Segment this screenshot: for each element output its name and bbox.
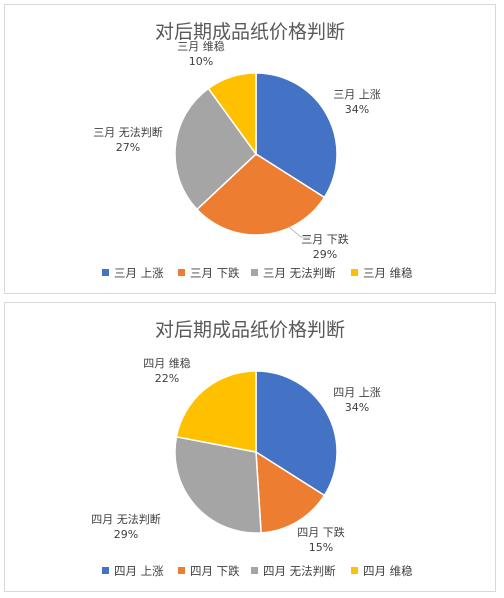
data-label-category: 四月 上涨 xyxy=(333,386,381,399)
legend-swatch xyxy=(351,567,358,574)
pie-chart-april: 对后期成品纸价格判断 四月 上涨 34% 四月 下跌 15% 四月 无法判断 29% 四月 … xyxy=(4,302,496,592)
legend-swatch xyxy=(102,567,109,574)
data-label-value: 22% xyxy=(155,372,179,385)
data-label-value: 29% xyxy=(313,248,337,261)
legend-swatch xyxy=(102,269,109,276)
data-label-value: 10% xyxy=(189,55,213,68)
legend-item-label: 四月 维稳 xyxy=(363,564,413,578)
legend-swatch xyxy=(178,269,185,276)
data-label-value: 27% xyxy=(116,141,140,154)
legend-item-label: 三月 无法判断 xyxy=(263,266,336,280)
data-label-value: 15% xyxy=(309,541,333,554)
legend: 三月 上涨 三月 下跌 三月 无法判断 三月 维稳 xyxy=(102,266,413,280)
legend-item-label: 四月 下跌 xyxy=(190,564,240,578)
chart-title: 对后期成品纸价格判断 xyxy=(155,319,345,341)
slice-down xyxy=(195,153,326,236)
leader-line xyxy=(288,226,311,238)
chart-title: 对后期成品纸价格判断 xyxy=(155,21,345,43)
legend-swatch xyxy=(251,567,258,574)
data-label-value: 29% xyxy=(114,528,138,541)
legend-swatch xyxy=(178,567,185,574)
legend-swatch xyxy=(251,269,258,276)
pie-chart-svg: 对后期成品纸价格判断 三月 上涨 34% 三月 下跌 29% 三月 无法判断 27% 三月 … xyxy=(93,21,413,280)
data-label-category: 四月 下跌 xyxy=(297,525,345,539)
pie-slices xyxy=(174,72,338,236)
slice-unsure xyxy=(174,435,262,534)
pie-slices xyxy=(174,370,338,534)
data-label-category: 四月 维稳 xyxy=(143,356,191,370)
slice-down xyxy=(255,450,326,534)
legend: 四月 上涨 四月 下跌 四月 无法判断 四月 维稳 xyxy=(102,564,413,578)
legend-item-label: 三月 下跌 xyxy=(190,266,240,280)
data-label-category: 三月 下跌 xyxy=(301,232,349,246)
legend-item-label: 三月 维稳 xyxy=(363,266,413,280)
slice-stable xyxy=(207,72,257,157)
legend-item-label: 四月 无法判断 xyxy=(263,564,336,578)
data-label-category: 三月 无法判断 xyxy=(93,125,163,139)
data-label-value: 34% xyxy=(345,103,369,116)
slice-unsure xyxy=(174,87,257,211)
legend-item-label: 三月 上涨 xyxy=(114,266,164,280)
pie-chart-march: 对后期成品纸价格判断 三月 上涨 34% 三月 下跌 29% 三月 无法判断 27% 三月 … xyxy=(4,4,496,294)
data-label-category: 三月 上涨 xyxy=(333,88,381,101)
data-label-category: 四月 无法判断 xyxy=(91,512,161,526)
data-label-value: 34% xyxy=(345,401,369,414)
data-label-category: 三月 维稳 xyxy=(177,39,225,53)
legend-item-label: 四月 上涨 xyxy=(114,564,164,578)
slice-stable xyxy=(175,370,257,453)
legend-swatch xyxy=(351,269,358,276)
pie-chart-svg: 对后期成品纸价格判断 四月 上涨 34% 四月 下跌 15% 四月 无法判断 29% 四月 … xyxy=(91,319,413,578)
